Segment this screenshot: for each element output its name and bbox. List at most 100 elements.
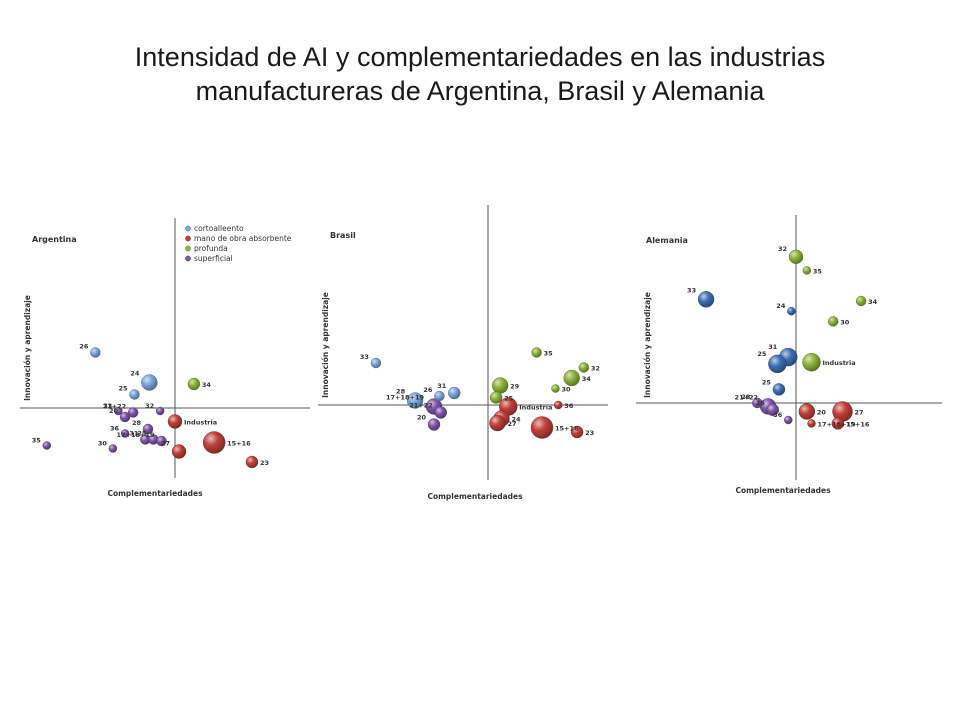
legend-swatch-superficial xyxy=(185,255,191,262)
point-label-24-15: 24 xyxy=(512,416,522,424)
axes xyxy=(636,215,942,480)
point-23-18 xyxy=(570,425,584,439)
point-industria-15 xyxy=(167,414,183,429)
point-label-15-16-16: 15+16 xyxy=(227,440,251,448)
point-26-2 xyxy=(434,390,445,402)
point-23-18 xyxy=(245,455,259,469)
slide-title-line2: manufactureras de Argentina, Brasil y Al… xyxy=(195,76,765,106)
point-32-10 xyxy=(578,362,590,373)
point-label-27-16: 27 xyxy=(507,420,516,428)
point-label-15-16-17: 15+16 xyxy=(555,425,579,433)
point-label-24-5: 24 xyxy=(776,302,786,310)
point-20-6 xyxy=(119,411,131,423)
point-label-25-2: 25 xyxy=(118,385,128,393)
point-25-8 xyxy=(772,383,786,396)
point-label-26-12: 26 xyxy=(756,399,766,407)
point-17-18-19-17 xyxy=(807,419,816,428)
point-33-0 xyxy=(370,357,382,369)
point-label-15-16-16: 15+16 xyxy=(846,420,870,428)
point-25-2 xyxy=(129,389,140,400)
point-34-2 xyxy=(855,295,867,307)
point-label-17-18-19-17: 17+18+19 xyxy=(818,420,857,428)
point-28-1 xyxy=(406,392,424,409)
legend-label-profunda: profunda xyxy=(194,244,228,253)
point-label-21-22-5: 21+22 xyxy=(103,403,127,411)
legend-swatch-cortoalleento xyxy=(185,225,191,232)
y-axis-label: Innovación y aprendizaje xyxy=(321,292,330,398)
point-15-16-17 xyxy=(530,416,554,439)
point-label-34-11: 34 xyxy=(582,375,592,383)
point-label-17-18-19-4: 17+18+19 xyxy=(386,394,425,402)
chart-brasil: Brasil Complementariedades Innovación y ap… xyxy=(318,205,608,501)
point-33-4 xyxy=(114,406,123,416)
chart-title: Argentina xyxy=(32,235,77,244)
point-label-industria-9: Industria xyxy=(823,359,856,367)
y-axis-label: Innovación y aprendizaje xyxy=(23,295,32,401)
legend-label-cortoalleento: cortoalleento xyxy=(194,224,244,233)
legend-swatch-profunda xyxy=(185,245,191,252)
point-32-7 xyxy=(155,406,165,416)
point-label-33-4: 33 xyxy=(103,402,112,410)
point-25-8 xyxy=(489,391,503,404)
point-label-industria-15: Industria xyxy=(184,419,217,427)
point-30-3 xyxy=(827,316,839,327)
point-29-7 xyxy=(491,377,509,394)
point-35-1 xyxy=(802,266,812,275)
point-label-32-7: 32 xyxy=(145,402,154,410)
x-axis-label: Complementariedades xyxy=(427,492,523,501)
point-label-31-3: 31 xyxy=(437,382,447,390)
point-label-20-6: 20 xyxy=(109,407,119,415)
point-25-7 xyxy=(768,354,787,374)
point-label-25-7: 25 xyxy=(757,350,767,358)
point-label-30-3: 30 xyxy=(840,318,850,326)
point-label-29-7: 29 xyxy=(510,383,520,391)
point-label-26-0: 26 xyxy=(79,343,89,351)
axes xyxy=(20,218,310,478)
point-label-35-9: 35 xyxy=(544,350,554,358)
point-21-22-5 xyxy=(434,406,447,419)
point-36-9 xyxy=(120,429,130,438)
legend-swatch-mano-de-obra-absorbente xyxy=(185,235,191,242)
chart-title: Alemania xyxy=(646,236,688,245)
point-label-24-1: 24 xyxy=(130,370,140,378)
point-label-21-22-11: 21+22 xyxy=(735,393,759,401)
point-24-1 xyxy=(141,374,158,391)
point-label-23-18: 23 xyxy=(585,429,594,437)
point-label-28-10: 28 xyxy=(741,393,751,401)
point-35-14 xyxy=(42,441,51,450)
data-points xyxy=(42,347,259,469)
point-label-36-14: 36 xyxy=(564,402,574,410)
point-28-10 xyxy=(752,397,763,409)
point-15-16-16 xyxy=(831,417,845,430)
point-33-4 xyxy=(697,291,715,308)
point-32-0 xyxy=(788,249,804,264)
point-28-8 xyxy=(142,423,154,435)
y-axis-label: Innovación y aprendizaje xyxy=(643,292,652,398)
point-label-36-13: 36 xyxy=(773,411,783,419)
point-27-17 xyxy=(171,444,187,459)
x-axis-label: Complementariedades xyxy=(107,489,203,498)
chart-title: Brasil xyxy=(330,231,356,240)
point-label-32-10: 32 xyxy=(591,365,600,373)
point-label-30-12: 30 xyxy=(562,386,572,394)
point-label-27-15: 27 xyxy=(855,409,864,417)
point-21-22-5 xyxy=(127,407,139,418)
point-24-5 xyxy=(787,306,796,316)
point-label-20-6: 20 xyxy=(417,414,427,422)
point-label-20-14: 20 xyxy=(817,409,827,417)
axes xyxy=(318,205,608,480)
point-20-6 xyxy=(427,418,441,431)
point-label-30-13: 30 xyxy=(98,440,108,448)
legend-label-mano-de-obra-absorbente: mano de obra absorbente xyxy=(194,234,292,243)
point-34-3 xyxy=(187,377,201,391)
point-34-11 xyxy=(563,369,580,387)
point-label-36-9: 36 xyxy=(110,425,120,433)
point-label-35-14: 35 xyxy=(32,437,42,445)
point-label-34-3: 34 xyxy=(202,381,212,389)
point-label-25-11: 25 xyxy=(137,430,147,438)
point-15-16-16 xyxy=(202,431,226,454)
